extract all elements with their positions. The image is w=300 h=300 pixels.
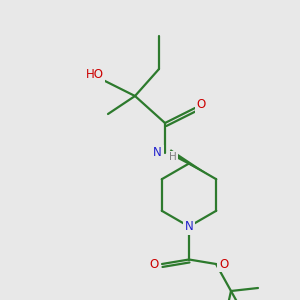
- Polygon shape: [168, 149, 216, 179]
- Text: O: O: [150, 257, 159, 271]
- Text: N: N: [184, 220, 194, 233]
- Text: O: O: [219, 257, 228, 271]
- Text: HO: HO: [85, 68, 103, 82]
- Text: N: N: [153, 146, 162, 160]
- Text: O: O: [196, 98, 206, 112]
- Text: H: H: [169, 152, 176, 163]
